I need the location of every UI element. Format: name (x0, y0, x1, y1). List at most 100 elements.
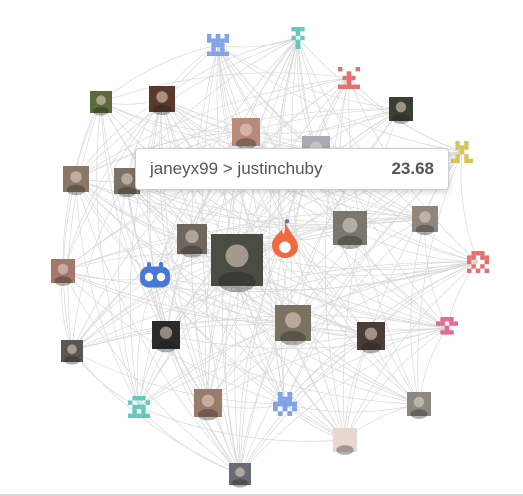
graph-node-penguin[interactable] (152, 321, 180, 353)
identicon-cell (128, 413, 133, 418)
graph-node-lamp[interactable] (149, 86, 175, 116)
identicon-cell (132, 396, 137, 401)
identicon-cell (224, 34, 229, 39)
identicon-cell (287, 411, 293, 416)
graph-edge (236, 259, 479, 276)
identicon-cell (351, 75, 356, 81)
graph-nodes (51, 27, 489, 488)
graph-node-red-right[interactable] (467, 251, 489, 273)
avatar-shoulders (155, 341, 177, 353)
identicon-cell (282, 406, 288, 412)
graph-node-dark-right[interactable] (357, 322, 385, 354)
identicon-cell (141, 413, 146, 418)
identicon-cell (484, 268, 489, 273)
graph-edge (165, 261, 479, 336)
graph-edge (284, 403, 420, 413)
identicon-cell (145, 413, 150, 418)
identicon-cell (480, 264, 485, 269)
flame-icon (272, 222, 298, 258)
identicon-cell (207, 34, 212, 39)
avatar-face (57, 263, 69, 275)
graph-edge (126, 180, 448, 329)
graph-edge (129, 98, 163, 408)
graph-edge (207, 37, 299, 404)
identicon-cell (355, 84, 360, 89)
graph-node-blue-low[interactable] (273, 392, 297, 416)
avatar-shoulders (410, 409, 428, 419)
graph-edge (245, 108, 402, 134)
graph-edge (165, 327, 448, 349)
graph-edge (284, 327, 448, 405)
identicon-cell (211, 47, 216, 52)
graph-edge (161, 98, 479, 263)
graph-node-gold[interactable] (451, 141, 473, 163)
identicon-cell (444, 325, 450, 331)
graph-edge (239, 261, 479, 475)
graph-edge (460, 151, 479, 263)
flame-icon-core (279, 241, 291, 253)
graph-node-anime[interactable] (333, 428, 357, 455)
avatar-shoulders (197, 409, 219, 421)
graph-node-top-blue[interactable] (207, 34, 229, 56)
graph-node-fire[interactable] (272, 219, 298, 258)
identicon-cell (440, 330, 445, 335)
graph-node-big-photo[interactable] (211, 234, 263, 293)
avatar-face (159, 326, 173, 339)
graph-node-woman[interactable] (51, 259, 75, 286)
graph-node-robot[interactable] (140, 262, 170, 288)
identicon-cell (211, 42, 216, 48)
graph-node-face-low-left[interactable] (61, 340, 83, 365)
graph-edge (191, 238, 241, 475)
graph-node-dog[interactable] (407, 392, 431, 419)
identicon-cell (295, 40, 301, 45)
graph-node-face-b[interactable] (333, 211, 367, 250)
graph-edge (239, 77, 350, 475)
avatar-face (235, 467, 245, 478)
avatar-shoulders (360, 342, 382, 354)
identicon-cell (136, 396, 142, 401)
graph-node-dark-photo[interactable] (389, 97, 413, 124)
identicon-cell (451, 158, 456, 163)
graph-edge (138, 335, 372, 408)
identicon-cell (295, 27, 301, 32)
graph-node-face-low[interactable] (194, 389, 222, 421)
identicon-cell (287, 401, 293, 407)
identicon-cell (453, 321, 458, 326)
graph-edge (154, 261, 479, 290)
identicon-cell (132, 404, 137, 410)
identicon-cell (145, 400, 150, 405)
graph-edge (71, 238, 193, 352)
identicon-cell (475, 268, 481, 273)
graph-edge (154, 276, 346, 441)
avatar-face (395, 101, 407, 113)
identicon-cell (444, 317, 450, 322)
identicon-cell (136, 413, 142, 418)
identicon-cell (211, 38, 216, 43)
graph-node-top-teal[interactable] (291, 27, 305, 49)
identicon-cell (295, 31, 301, 36)
graph-edge (201, 44, 241, 475)
avatar-shoulders (232, 478, 248, 488)
identicon-cell (455, 141, 460, 146)
graph-edge (149, 98, 167, 336)
robot-eye-right (156, 272, 166, 282)
identicon-cell (273, 406, 278, 412)
identicon-cell (471, 255, 476, 260)
graph-node-bottom[interactable] (229, 463, 251, 488)
graph-node-red-t[interactable] (338, 67, 360, 89)
identicon-cell (282, 401, 288, 407)
graph-node-cat[interactable] (275, 305, 311, 346)
graph-edge (161, 98, 372, 337)
graph-node-face-left[interactable] (63, 166, 89, 196)
graph-node-face-a[interactable] (177, 224, 207, 258)
graph-edge (138, 322, 294, 408)
graph-node-pink[interactable] (436, 317, 458, 335)
graph-node-face-pink[interactable] (232, 118, 260, 150)
identicon-cell (346, 71, 352, 76)
graph-node-teal-low[interactable] (128, 396, 150, 418)
graph-node-bird[interactable] (90, 91, 112, 116)
graph-edge (225, 259, 241, 475)
graph-node-face-right-top[interactable] (412, 206, 438, 236)
graph-edge (284, 239, 420, 405)
graph-edge (217, 44, 372, 337)
